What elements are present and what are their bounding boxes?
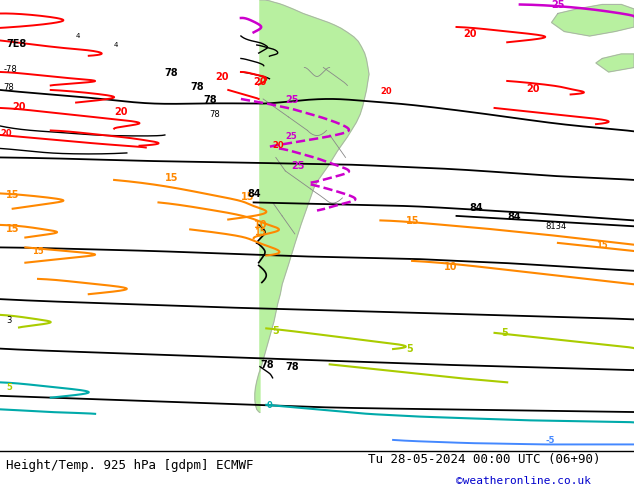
Text: 20: 20 <box>13 102 26 112</box>
Text: 20: 20 <box>0 129 11 138</box>
Text: 25: 25 <box>552 0 565 10</box>
Text: 5: 5 <box>501 328 508 339</box>
Text: 15: 15 <box>32 247 44 256</box>
Text: 15: 15 <box>6 223 20 234</box>
Text: 78: 78 <box>165 69 178 78</box>
Polygon shape <box>552 4 634 36</box>
Text: 84: 84 <box>469 203 482 214</box>
Text: 25: 25 <box>285 96 299 105</box>
Polygon shape <box>596 54 634 72</box>
Text: 15: 15 <box>254 228 266 237</box>
Text: 15: 15 <box>596 241 608 250</box>
Text: 4: 4 <box>114 42 119 48</box>
Text: 15: 15 <box>406 216 419 226</box>
Text: 25: 25 <box>285 132 297 142</box>
Polygon shape <box>255 0 369 413</box>
Text: Tu 28-05-2024 00:00 UTC (06+90): Tu 28-05-2024 00:00 UTC (06+90) <box>368 453 600 466</box>
Text: 20: 20 <box>463 29 476 39</box>
Text: 78: 78 <box>203 96 216 105</box>
Text: 7E8: 7E8 <box>6 39 27 49</box>
Text: 78: 78 <box>285 362 299 372</box>
Text: 15: 15 <box>6 190 20 200</box>
Text: 4: 4 <box>76 33 81 39</box>
Text: 20: 20 <box>380 87 392 97</box>
Text: 0: 0 <box>266 401 272 411</box>
Text: 78: 78 <box>209 110 220 119</box>
Text: 5: 5 <box>273 326 280 336</box>
Text: 84: 84 <box>507 212 521 222</box>
Text: 25: 25 <box>292 161 305 171</box>
Text: 78: 78 <box>260 360 273 369</box>
Text: 5: 5 <box>6 383 12 392</box>
Text: -5: -5 <box>545 436 555 444</box>
Text: 10: 10 <box>444 262 457 272</box>
Text: 20: 20 <box>273 141 284 149</box>
Text: 20: 20 <box>526 84 540 94</box>
Text: 3: 3 <box>6 316 11 324</box>
Text: 20: 20 <box>254 77 267 88</box>
Text: -78: -78 <box>3 65 17 74</box>
Text: Height/Temp. 925 hPa [gdpm] ECMWF: Height/Temp. 925 hPa [gdpm] ECMWF <box>6 459 254 471</box>
Text: 15: 15 <box>241 192 254 202</box>
Text: 20: 20 <box>114 107 127 117</box>
Text: 10: 10 <box>254 220 267 230</box>
Text: 20: 20 <box>216 72 229 82</box>
Text: 78: 78 <box>3 83 14 92</box>
Text: 15: 15 <box>165 173 178 183</box>
Text: 8134: 8134 <box>545 221 567 230</box>
Text: 84: 84 <box>247 189 261 199</box>
Text: ©weatheronline.co.uk: ©weatheronline.co.uk <box>456 476 592 486</box>
Text: 78: 78 <box>190 82 204 92</box>
Text: 5: 5 <box>406 344 413 354</box>
